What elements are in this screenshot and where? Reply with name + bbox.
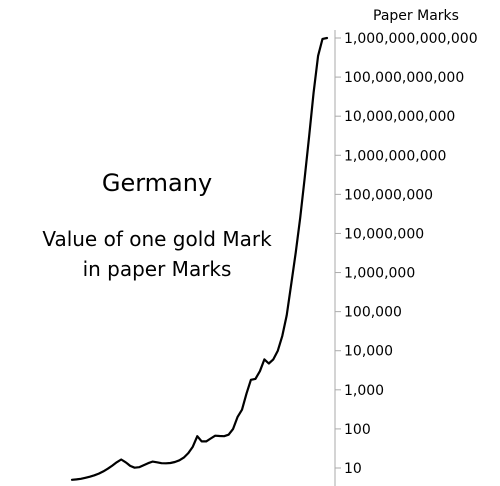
y-tick-label: 100 [344, 422, 371, 438]
y-tick-label: 100,000,000 [344, 187, 433, 203]
y-axis-ticks: 10 100 1,000 10,000 100,000 1,000,000 10,000,0… [335, 31, 478, 477]
chart-title: Germany [102, 169, 212, 197]
y-tick-label: 10,000 [344, 344, 393, 360]
series-line [70, 36, 329, 481]
y-tick-label: 1,000,000 [344, 266, 415, 282]
y-tick-label: 1,000,000,000,000 [344, 31, 478, 47]
y-tick-label: 1,000,000,000 [344, 148, 446, 164]
y-tick-label: 10,000,000 [344, 226, 424, 242]
y-tick-label: 100,000 [344, 305, 402, 321]
chart-subtitle-line-1: Value of one gold Mark [42, 227, 272, 251]
chart-subtitle-line-2: in paper Marks [83, 257, 232, 281]
y-tick-label: 10,000,000,000 [344, 109, 455, 125]
y-tick-label: 100,000,000,000 [344, 70, 464, 86]
y-axis-title: Paper Marks [373, 8, 459, 24]
y-tick-label: 1,000 [344, 383, 384, 399]
y-tick-label: 10 [344, 461, 362, 477]
